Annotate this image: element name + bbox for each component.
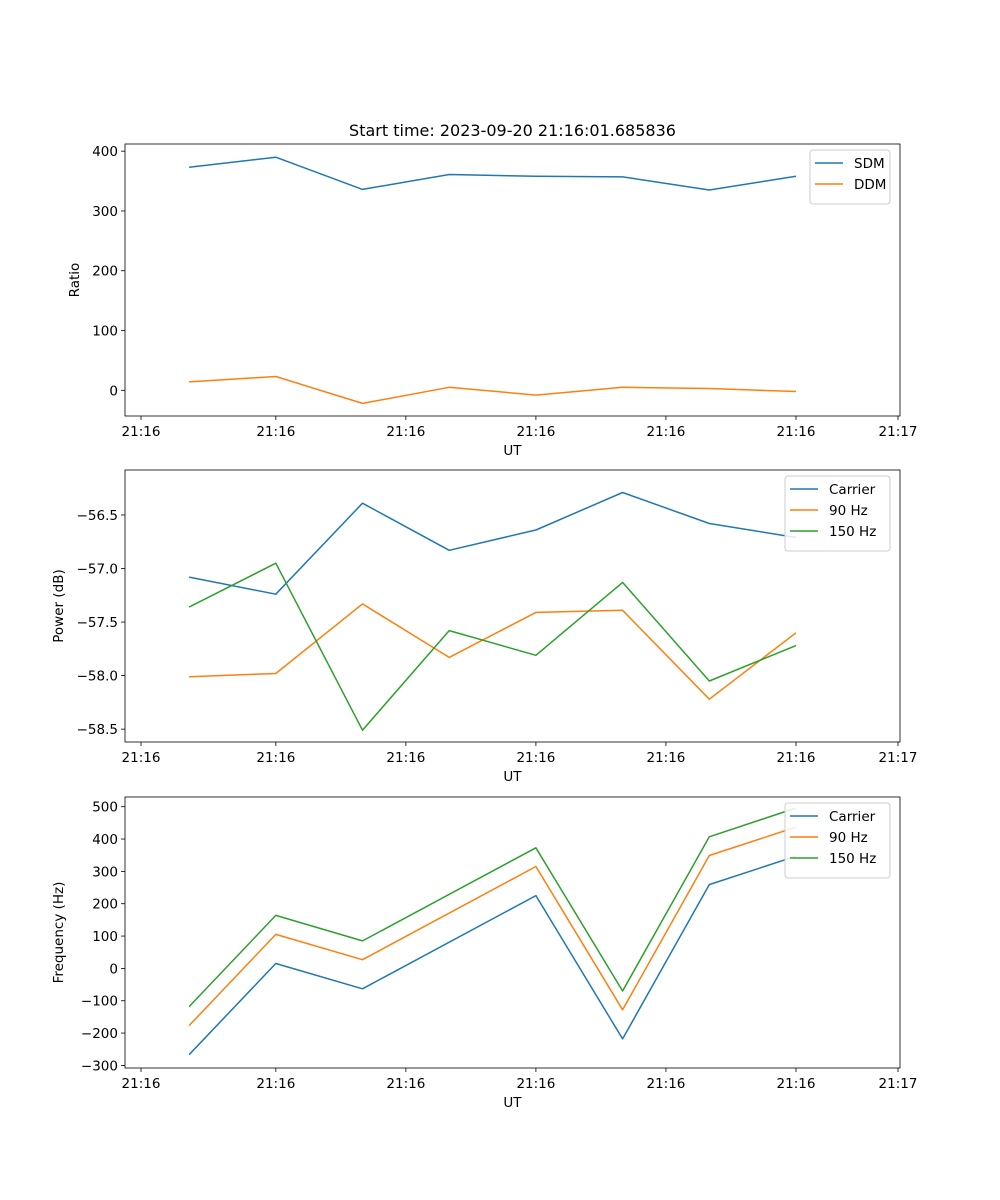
y-tick-label: 200 bbox=[92, 897, 118, 913]
y-axis-label: Power (dB) bbox=[51, 569, 67, 642]
x-tick-label: 21:16 bbox=[646, 1076, 685, 1092]
legend-label: DDM bbox=[854, 177, 886, 193]
x-tick-label: 21:16 bbox=[646, 750, 685, 766]
x-tick-label: 21:16 bbox=[122, 750, 161, 766]
x-tick-label: 21:16 bbox=[516, 1076, 555, 1092]
x-axis-label: UT bbox=[503, 1095, 522, 1111]
series-line-150-hz bbox=[188, 807, 797, 1008]
x-tick-label: 21:16 bbox=[386, 750, 425, 766]
y-tick-label: 300 bbox=[92, 204, 118, 220]
y-tick-label: −300 bbox=[81, 1058, 118, 1074]
legend: Carrier 90 Hz 150 Hz bbox=[784, 475, 891, 552]
y-tick-label: 300 bbox=[92, 864, 118, 880]
y-tick-label: 0 bbox=[109, 383, 118, 399]
y-tick-label: 200 bbox=[92, 264, 118, 280]
legend-label: Carrier bbox=[829, 482, 876, 498]
legend-label: 90 Hz bbox=[829, 830, 868, 846]
x-tick-label: 21:16 bbox=[386, 1076, 425, 1092]
x-tick-label: 21:16 bbox=[256, 750, 295, 766]
y-tick-label: −100 bbox=[81, 994, 118, 1010]
chart-title: Start time: 2023-09-20 21:16:01.685836 bbox=[349, 121, 676, 140]
series-line-150-hz bbox=[188, 562, 797, 731]
subplot-2: 21:16 21:16 21:16 21:16 21:16 21:16 21:17 −58.5… bbox=[51, 469, 918, 785]
subplot-3: 21:16 21:16 21:16 21:16 21:16 21:16 21:17 −300 −… bbox=[51, 796, 918, 1111]
y-tick-label: −56.5 bbox=[77, 508, 118, 524]
x-tick-label: 21:17 bbox=[879, 424, 918, 440]
legend-label: Carrier bbox=[829, 809, 876, 825]
legend-label: 150 Hz bbox=[829, 524, 876, 540]
y-tick-label: 400 bbox=[92, 144, 118, 160]
x-tick-label: 21:16 bbox=[122, 424, 161, 440]
x-tick-label: 21:17 bbox=[879, 1076, 918, 1092]
y-tick-label: 500 bbox=[92, 800, 118, 816]
series-line-ddm bbox=[189, 375, 797, 405]
y-tick-label: 100 bbox=[92, 929, 118, 945]
series-line-carrier bbox=[188, 855, 797, 1056]
y-tick-label: 400 bbox=[92, 832, 118, 848]
y-tick-label: −58.5 bbox=[77, 722, 118, 738]
x-tick-label: 21:16 bbox=[516, 750, 555, 766]
x-tick-label: 21:16 bbox=[777, 1076, 816, 1092]
y-axis-label: Frequency (Hz) bbox=[51, 882, 67, 984]
axes-frame bbox=[124, 469, 901, 743]
x-tick-label: 21:16 bbox=[777, 750, 816, 766]
series-line-carrier bbox=[188, 491, 797, 595]
legend-label: SDM bbox=[854, 156, 885, 172]
y-tick-label: −200 bbox=[81, 1026, 118, 1042]
y-tick-label: −58.0 bbox=[77, 669, 118, 685]
legend-label: 150 Hz bbox=[829, 851, 876, 867]
axes-frame bbox=[124, 796, 901, 1069]
y-tick-label: 100 bbox=[92, 324, 118, 340]
legend: Carrier 90 Hz 150 Hz bbox=[784, 802, 891, 879]
x-tick-label: 21:17 bbox=[879, 750, 918, 766]
series-line-90-hz bbox=[188, 826, 797, 1027]
series-line-sdm bbox=[189, 156, 797, 191]
legend-box bbox=[784, 475, 891, 552]
subplot-1: 21:16 21:16 21:16 21:16 21:16 21:16 21:17 0 100 2… bbox=[67, 121, 917, 459]
y-tick-label: −57.0 bbox=[77, 562, 118, 578]
x-tick-label: 21:16 bbox=[777, 424, 816, 440]
x-axis-label: UT bbox=[503, 443, 522, 459]
x-tick-label: 21:16 bbox=[516, 424, 555, 440]
x-axis-label: UT bbox=[503, 769, 522, 785]
legend-label: 90 Hz bbox=[829, 503, 868, 519]
axes-frame bbox=[124, 143, 901, 417]
series-line-90-hz bbox=[189, 603, 797, 700]
x-tick-label: 21:16 bbox=[122, 1076, 161, 1092]
x-tick-label: 21:16 bbox=[646, 424, 685, 440]
x-tick-label: 21:16 bbox=[256, 424, 295, 440]
legend-box bbox=[784, 802, 891, 879]
x-tick-label: 21:16 bbox=[256, 1076, 295, 1092]
legend: SDM DDM bbox=[809, 149, 891, 205]
x-tick-label: 21:16 bbox=[386, 424, 425, 440]
y-tick-label: −57.5 bbox=[77, 615, 118, 631]
y-tick-label: 0 bbox=[109, 961, 118, 977]
y-axis-label: Ratio bbox=[67, 263, 83, 298]
